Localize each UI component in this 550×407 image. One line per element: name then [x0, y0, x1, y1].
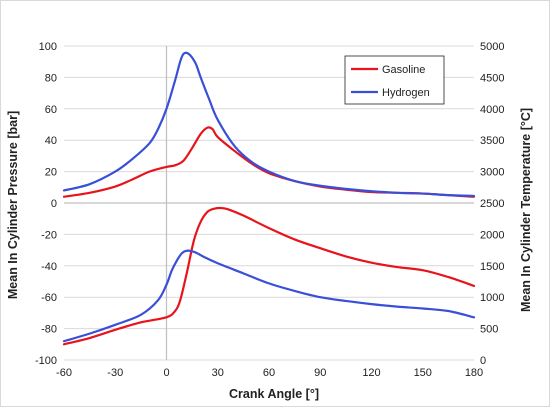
right-y-tick-label: 1500	[480, 261, 504, 273]
left-y-tick-label: 60	[45, 104, 57, 116]
x-tick-label: 30	[212, 367, 224, 379]
left-y-tick-label: -80	[41, 324, 57, 336]
legend-label-gasoline: Gasoline	[382, 64, 425, 76]
series-line-hydrogen-pressure	[62, 51, 476, 198]
x-tick-label: 180	[465, 367, 483, 379]
right-y-tick-label: 0	[480, 355, 486, 367]
right-y-tick-label: 4500	[480, 72, 504, 84]
left-y-tick-label: -100	[35, 355, 57, 367]
left-y-tick-label: 0	[51, 198, 57, 210]
right-y-tick-label: 4000	[480, 104, 504, 116]
right-y-tick-label: 2000	[480, 229, 504, 241]
x-tick-label: 150	[414, 367, 432, 379]
left-y-axis-title: Mean In Cylinder Pressure [bar]	[6, 111, 20, 299]
series-lines	[62, 51, 476, 346]
x-tick-label: 60	[263, 367, 275, 379]
right-y-tick-label: 3500	[480, 135, 504, 147]
x-tick-label: 0	[163, 367, 169, 379]
x-axis-title: Crank Angle [°]	[229, 387, 319, 401]
left-y-tick-label: 80	[45, 72, 57, 84]
left-y-tick-label: 100	[39, 41, 57, 53]
gridlines	[64, 45, 474, 361]
right-y-tick-label: 1000	[480, 292, 504, 304]
legend: Gasoline Hydrogen	[344, 55, 445, 105]
left-y-tick-label: 20	[45, 167, 57, 179]
right-y-tick-label: 5000	[480, 41, 504, 53]
x-tick-label: -30	[107, 367, 123, 379]
series-line-gasoline-temperature	[62, 206, 476, 346]
left-y-tick-label: -40	[41, 261, 57, 273]
right-y-axis-title: Mean In Cylinder Temperature [°C]	[519, 108, 533, 312]
x-tick-label: 120	[362, 367, 380, 379]
x-tick-label: -60	[56, 367, 72, 379]
right-y-tick-label: 2500	[480, 198, 504, 210]
series-line-hydrogen-temperature	[62, 249, 476, 343]
left-y-tick-label: -20	[41, 229, 57, 241]
tick-labels: -60 -30 0 30 60 90 120 150 180 -100 -80 -60 -40 -20 0 2…	[35, 41, 505, 379]
right-y-tick-label: 500	[480, 324, 498, 336]
right-y-tick-label: 3000	[480, 167, 504, 179]
legend-label-hydrogen: Hydrogen	[382, 87, 430, 99]
left-y-tick-label: -60	[41, 292, 57, 304]
x-tick-label: 90	[314, 367, 326, 379]
legend-box	[344, 55, 445, 105]
left-y-tick-label: 40	[45, 135, 57, 147]
